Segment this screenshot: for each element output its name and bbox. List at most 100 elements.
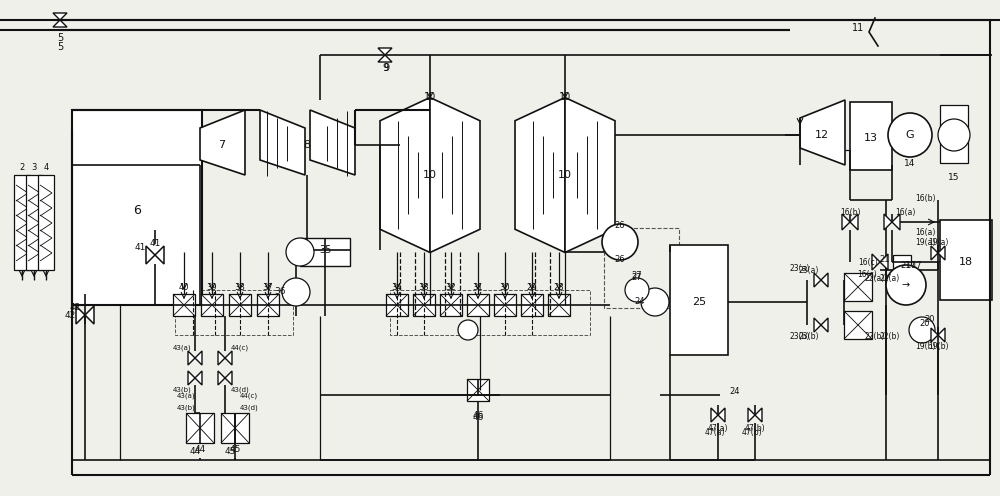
Text: 43(b): 43(b) [176,405,195,411]
Bar [604,228,679,308]
Circle shape [888,113,932,157]
Text: 43(a): 43(a) [176,393,195,399]
Polygon shape [938,328,945,342]
Text: 43(d): 43(d) [240,405,259,411]
Polygon shape [225,371,232,385]
Polygon shape [711,408,718,422]
Text: 44: 44 [189,447,201,456]
Bar [386,294,408,316]
Bar [521,294,543,316]
Text: 10: 10 [423,170,437,180]
Text: 16(a): 16(a) [916,228,936,237]
Text: 3: 3 [31,164,37,173]
Text: 15: 15 [948,174,960,183]
Polygon shape [225,351,232,365]
Text: 22(b): 22(b) [865,332,885,342]
Polygon shape [188,371,195,385]
Polygon shape [755,408,762,422]
Polygon shape [155,246,164,264]
Text: 39: 39 [207,283,217,292]
Polygon shape [880,254,888,270]
Bar [300,238,350,266]
Text: 6: 6 [133,203,141,216]
Polygon shape [195,351,202,365]
Polygon shape [821,273,828,287]
Polygon shape [884,214,892,230]
Text: 19(a): 19(a) [928,239,948,248]
Polygon shape [310,110,355,175]
Polygon shape [378,48,392,55]
Text: 34: 34 [392,283,402,292]
Text: 42: 42 [64,310,76,319]
Text: 32: 32 [446,283,456,292]
Text: 43(a): 43(a) [173,345,191,351]
Polygon shape [718,408,725,422]
Polygon shape [565,98,615,252]
Text: 9: 9 [383,63,389,73]
Text: 19(b): 19(b) [916,343,936,352]
Bar [850,102,892,170]
Circle shape [282,278,310,306]
Text: 17: 17 [905,260,915,269]
Text: 20: 20 [920,318,930,327]
Text: 27: 27 [632,273,642,283]
Polygon shape [800,100,845,165]
Polygon shape [430,98,480,252]
Text: 28: 28 [554,283,564,292]
Text: 8: 8 [303,140,311,150]
Text: 44: 44 [194,445,206,454]
Bar [257,294,279,316]
Polygon shape [872,254,880,270]
Text: 19(b): 19(b) [928,343,948,352]
Text: 16(b): 16(b) [840,207,860,216]
Circle shape [458,320,478,340]
Text: 29: 29 [527,283,537,292]
Text: 23(b): 23(b) [799,332,819,342]
Polygon shape [195,371,202,385]
Bar [467,294,489,316]
Text: 16(a): 16(a) [895,207,915,216]
Text: 33: 33 [419,283,429,292]
Bar [72,110,202,305]
Circle shape [938,119,970,151]
Bar [221,413,249,443]
Bar [201,294,223,316]
Polygon shape [814,273,821,287]
Bar [390,290,590,335]
Text: 23(b): 23(b) [790,332,810,342]
Text: 44(c): 44(c) [231,345,249,351]
Text: 46: 46 [472,411,484,420]
Text: G: G [906,130,914,140]
Text: 22(b): 22(b) [880,332,900,342]
Text: 37: 37 [263,283,273,292]
Bar [14,175,30,270]
Bar [844,273,872,301]
Text: 47(b): 47(b) [745,424,765,433]
Bar [38,175,54,270]
Text: 24: 24 [730,387,740,396]
Bar [467,379,489,401]
Text: 10: 10 [558,170,572,180]
Text: 2: 2 [19,164,25,173]
Bar [440,294,462,316]
Text: 10: 10 [559,92,571,102]
Text: 14: 14 [904,159,916,168]
Polygon shape [53,20,67,27]
Text: 47(a): 47(a) [705,428,725,436]
Polygon shape [188,351,195,365]
Text: 47(a): 47(a) [708,424,728,433]
Circle shape [602,224,638,260]
Text: 19(a): 19(a) [916,239,936,248]
Text: 45: 45 [224,447,236,456]
Polygon shape [748,408,755,422]
Text: 27: 27 [632,270,642,280]
Polygon shape [218,351,225,365]
Text: 16(c): 16(c) [858,257,878,266]
Bar [844,311,872,339]
Polygon shape [842,214,850,230]
Text: 10: 10 [424,92,436,102]
Text: 23(a): 23(a) [799,265,819,274]
Polygon shape [260,110,305,175]
Bar [548,294,570,316]
Polygon shape [938,246,945,260]
